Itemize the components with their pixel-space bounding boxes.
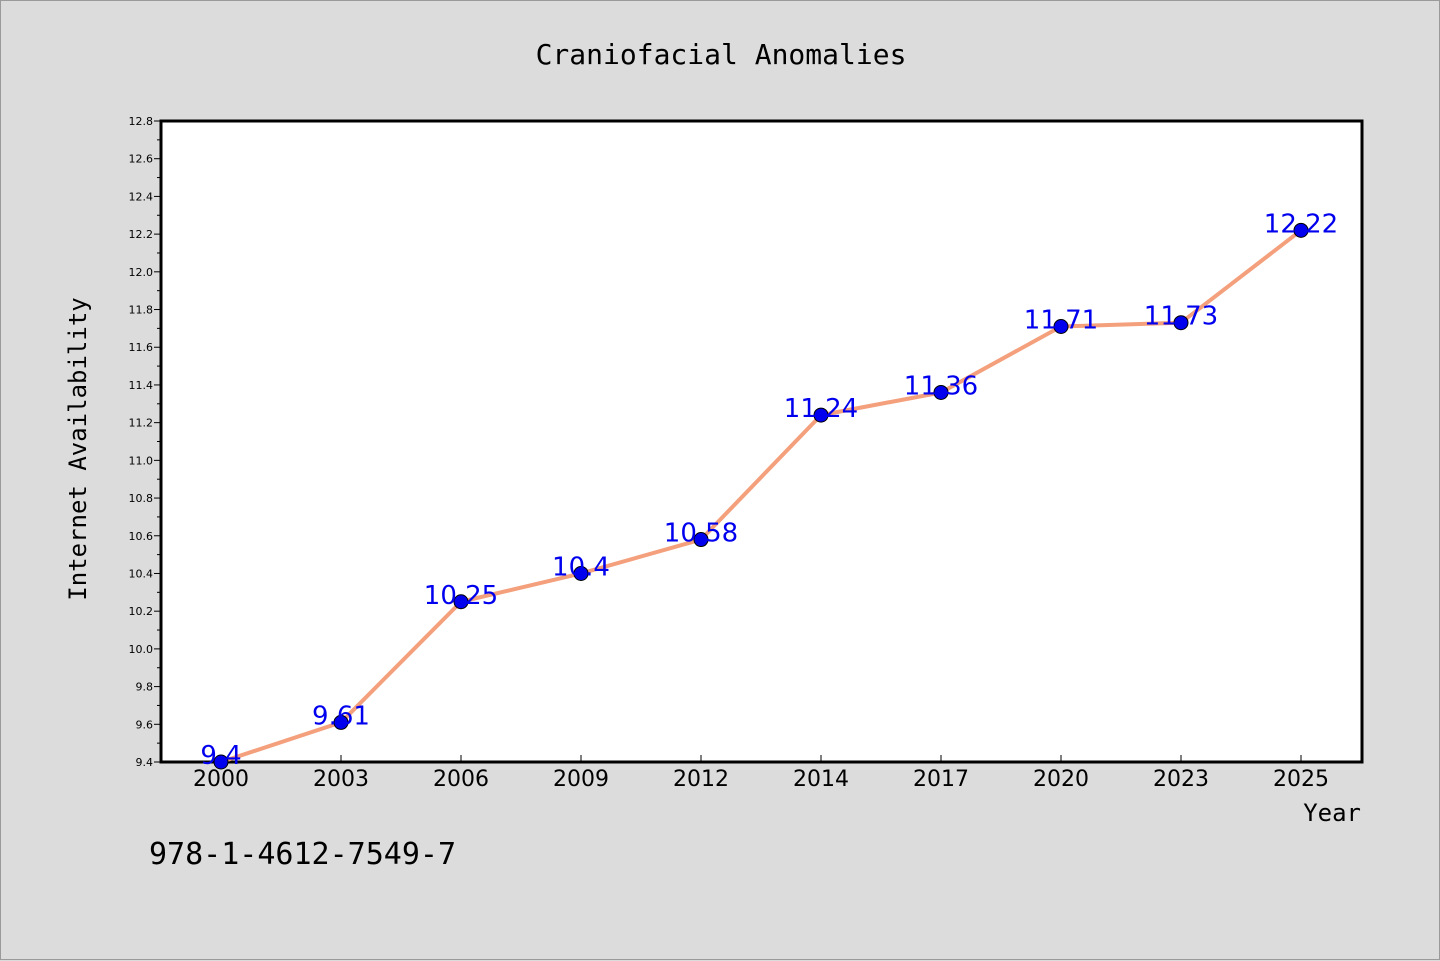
y-tick-label: 12.6 [129,153,154,166]
y-tick-label: 9.6 [136,718,154,731]
data-label: 10.58 [664,519,738,549]
data-label: 9.4 [200,741,241,771]
y-tick-label: 10.8 [129,492,154,505]
data-point-marker [453,594,469,610]
data-label: 10.25 [424,581,498,611]
y-tick-label: 11.6 [129,341,154,354]
y-tick-label: 11.0 [129,454,154,467]
y-axis-label: Internet Availability [64,297,92,600]
data-labels: 9.4 9.61 10.25 10.4 10.58 11.24 11.36 11.71 11.7… [200,209,1338,771]
y-tick-label: 10.0 [129,643,154,656]
y-tick-label: 9.8 [136,681,154,694]
y-tick-label: 12.0 [129,266,154,279]
y-tick-label: 11.2 [129,417,154,430]
data-label: 10.4 [552,552,610,582]
data-point-marker [1053,318,1069,334]
data-label: 11.73 [1144,302,1218,332]
x-tick-label: 2012 [673,767,729,792]
data-label: 9.61 [312,701,370,731]
data-label: 11.24 [784,394,858,424]
x-axis-label: Year [1303,799,1361,827]
x-tick-label: 2014 [793,767,849,792]
data-point-marker [573,565,589,581]
data-label: 11.36 [904,371,978,401]
y-tick-label: 11.8 [129,304,154,317]
x-tick-label: 2009 [553,767,609,792]
x-tick-label: 2006 [433,767,489,792]
data-point-marker [813,407,829,423]
x-tick-label: 2017 [913,767,969,792]
y-tick-label: 12.8 [129,115,154,128]
y-axis: 9.4 9.6 9.8 10.0 10.2 10.4 10.6 10.8 11.0 11.2 11.… [129,115,161,769]
data-label: 12.22 [1264,209,1338,239]
x-axis: 2000 2003 2006 2009 2012 2014 2017 2020 2023 2025 [193,755,1329,792]
footnote-text: 978-1-4612-7549-7 [149,837,456,872]
x-tick-label: 2003 [313,767,369,792]
y-tick-label: 10.6 [129,530,154,543]
series-line [219,228,1303,764]
data-point-marker [933,384,949,400]
data-point-marker [693,532,709,548]
y-tick-label: 10.2 [129,605,154,618]
x-tick-label: 2025 [1273,767,1329,792]
plot-area [159,119,1364,764]
data-point-marker [333,714,349,730]
data-point-marker [213,754,229,770]
data-label: 11.71 [1024,305,1098,335]
x-tick-label: 2023 [1153,767,1209,792]
data-point-marker [1293,222,1309,238]
y-tick-label: 10.4 [129,567,154,580]
chart-title: Craniofacial Anomalies [536,38,907,71]
x-tick-label: 2000 [193,767,249,792]
y-tick-label: 9.4 [136,756,154,769]
y-tick-label: 11.4 [129,379,154,392]
series [213,222,1309,770]
x-tick-label: 2020 [1033,767,1089,792]
y-tick-label: 12.4 [129,190,154,203]
data-point-marker [1173,315,1189,331]
y-tick-label: 12.2 [129,228,154,241]
